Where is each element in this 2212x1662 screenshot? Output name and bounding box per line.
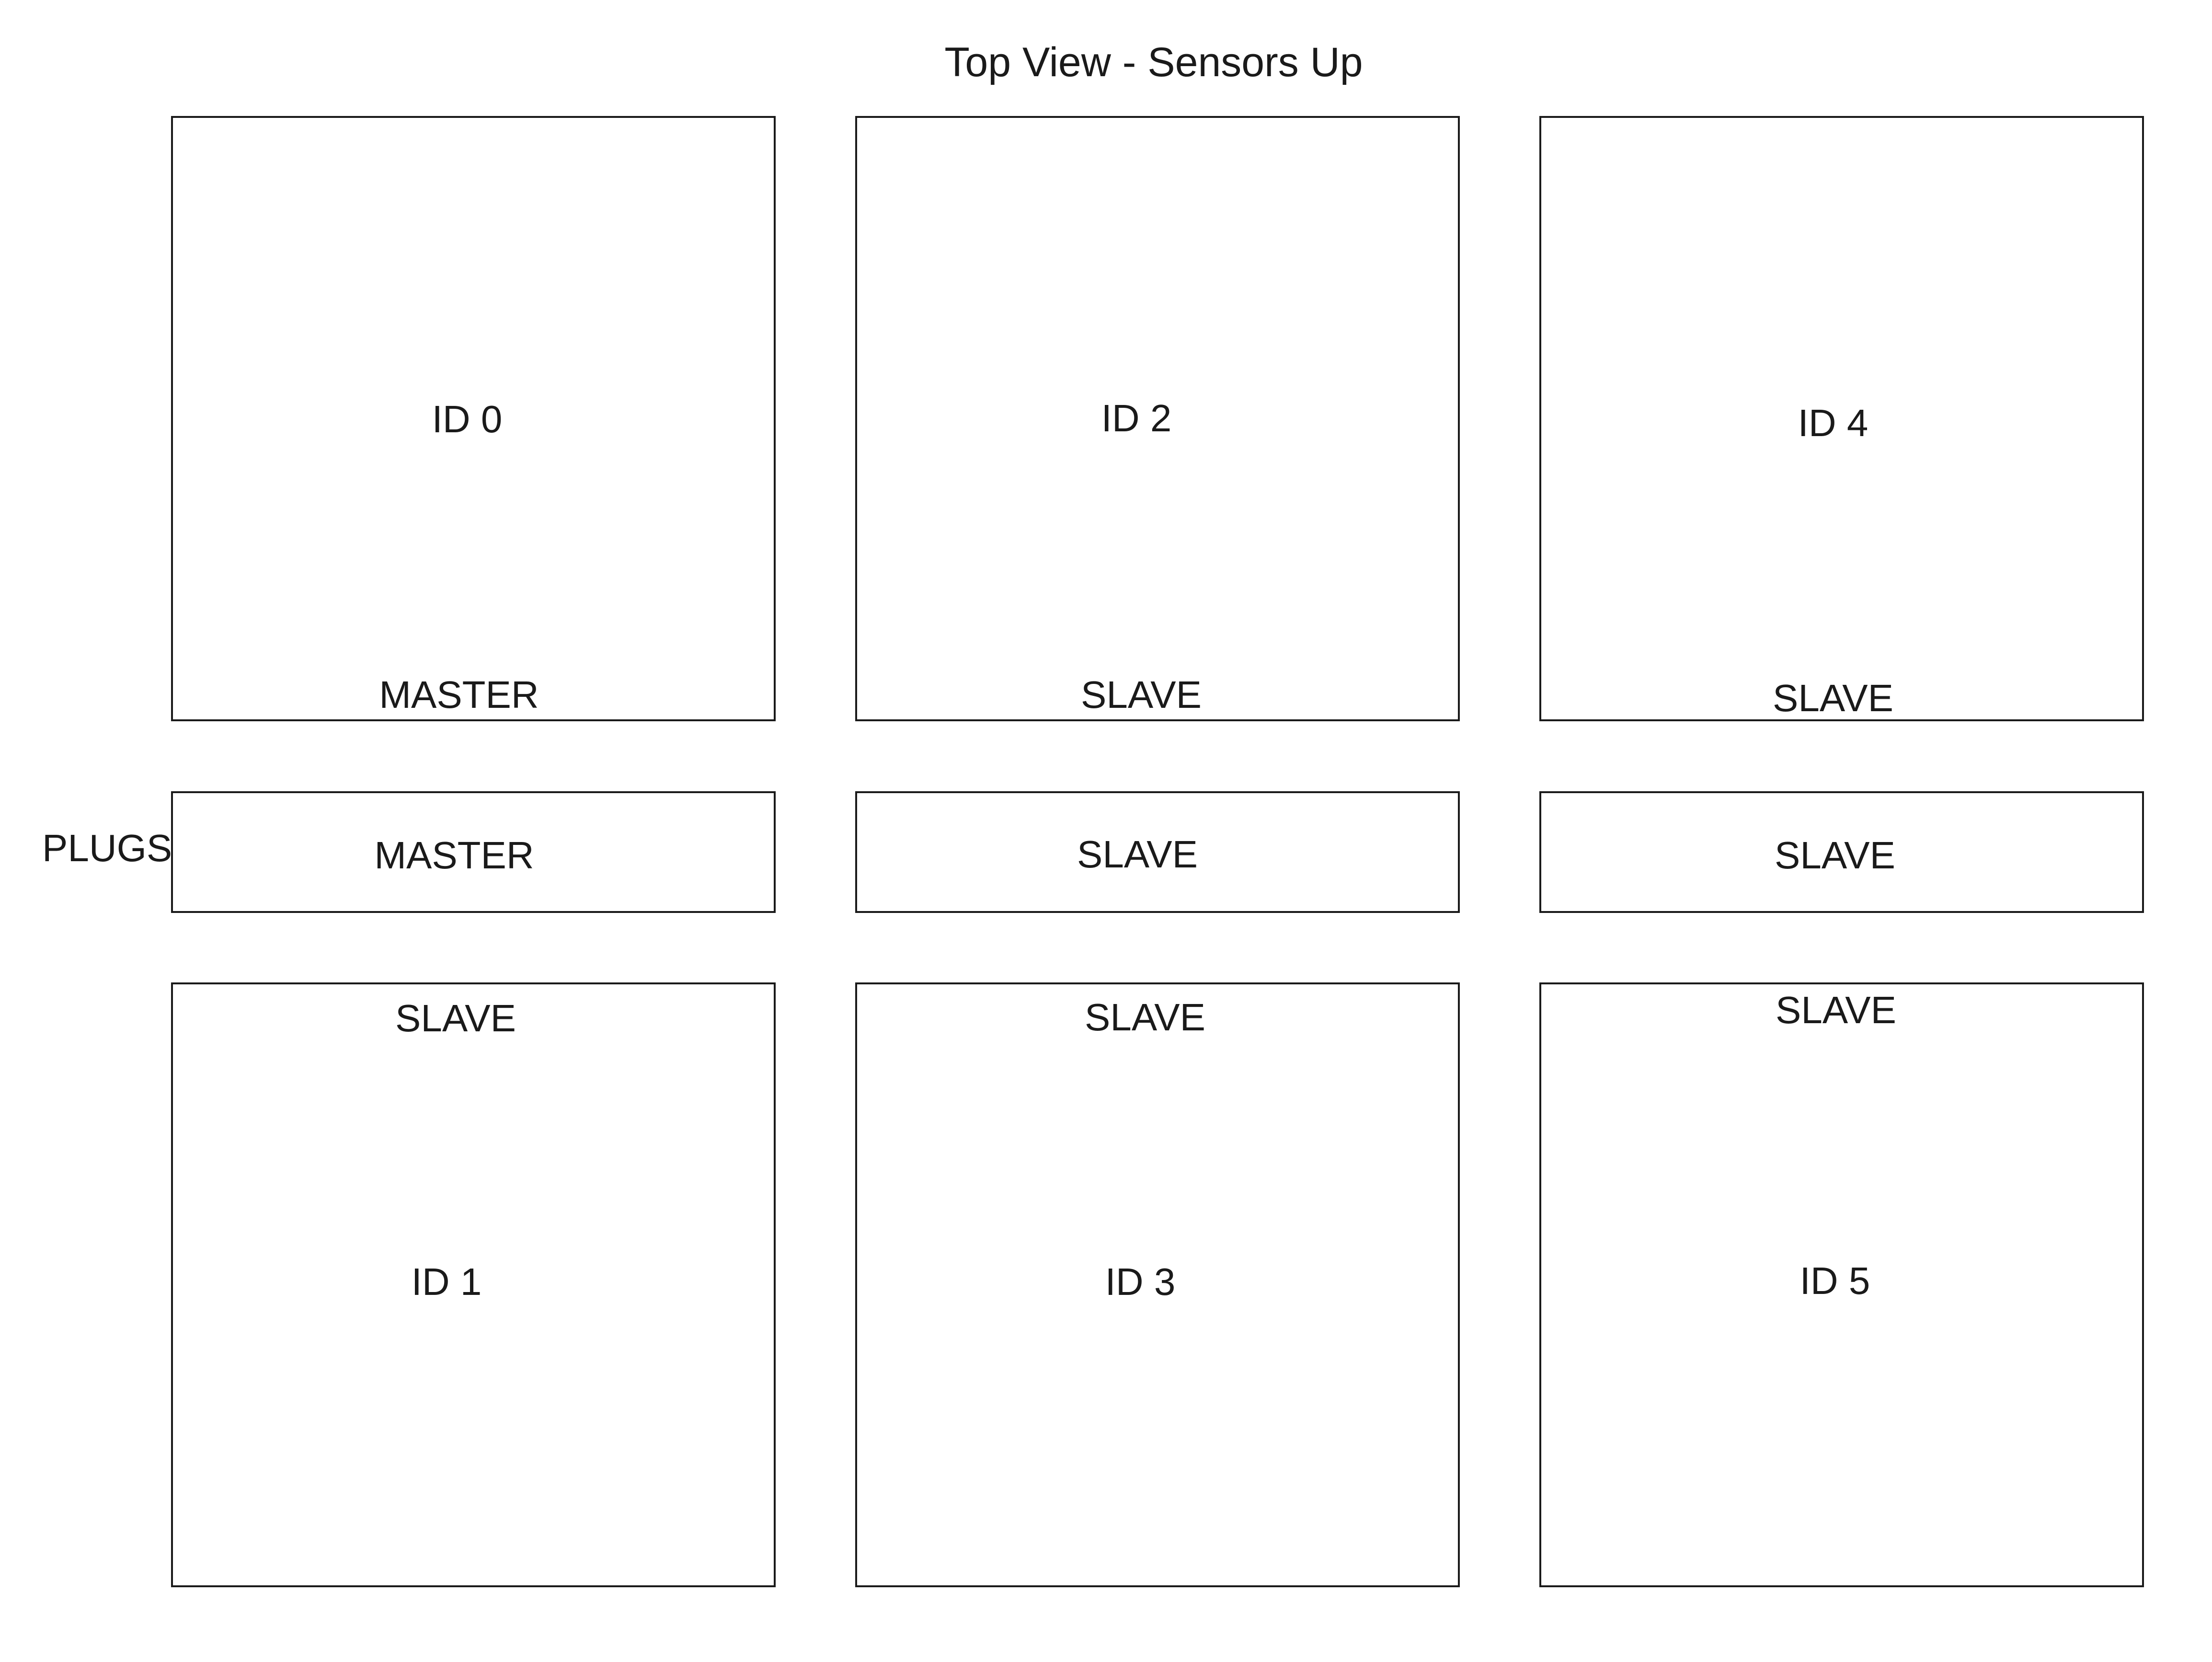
plug-slave-middle-label: SLAVE (1077, 833, 1198, 876)
sensor-board-id4 (1539, 116, 2144, 721)
sensor-board-id0 (171, 116, 776, 721)
plug-slave-right-label: SLAVE (1775, 834, 1895, 877)
sensor-board-id2 (855, 116, 1460, 721)
sensor-board-id2-label: ID 2 (1101, 397, 1172, 439)
plug-slave-right (1539, 791, 2144, 913)
plug-master-label: MASTER (374, 834, 534, 877)
sensor-board-id3-label: ID 3 (1105, 1260, 1176, 1303)
plug-slave-middle (855, 791, 1460, 913)
sensor-board-id2-role: SLAVE (1081, 673, 1202, 716)
sensor-board-id4-role: SLAVE (1773, 677, 1893, 719)
sensor-board-id1-label: ID 1 (411, 1260, 482, 1303)
sensor-board-id1 (171, 982, 776, 1587)
sensor-board-id3 (855, 982, 1460, 1587)
sensor-board-id5-label: ID 5 (1799, 1259, 1870, 1302)
sensor-board-id3-role: SLAVE (1085, 996, 1205, 1039)
plug-master (171, 791, 776, 913)
plugs-label: PLUGS (42, 827, 172, 869)
diagram-title: Top View - Sensors Up (944, 39, 1363, 85)
sensor-board-id0-label: ID 0 (432, 398, 503, 440)
sensor-board-id0-role: MASTER (379, 673, 539, 716)
sensor-board-id5-role: SLAVE (1776, 989, 1896, 1031)
sensor-board-id5 (1539, 982, 2144, 1587)
sensor-board-id4-label: ID 4 (1798, 402, 1868, 444)
sensor-board-id1-role: SLAVE (395, 997, 516, 1039)
